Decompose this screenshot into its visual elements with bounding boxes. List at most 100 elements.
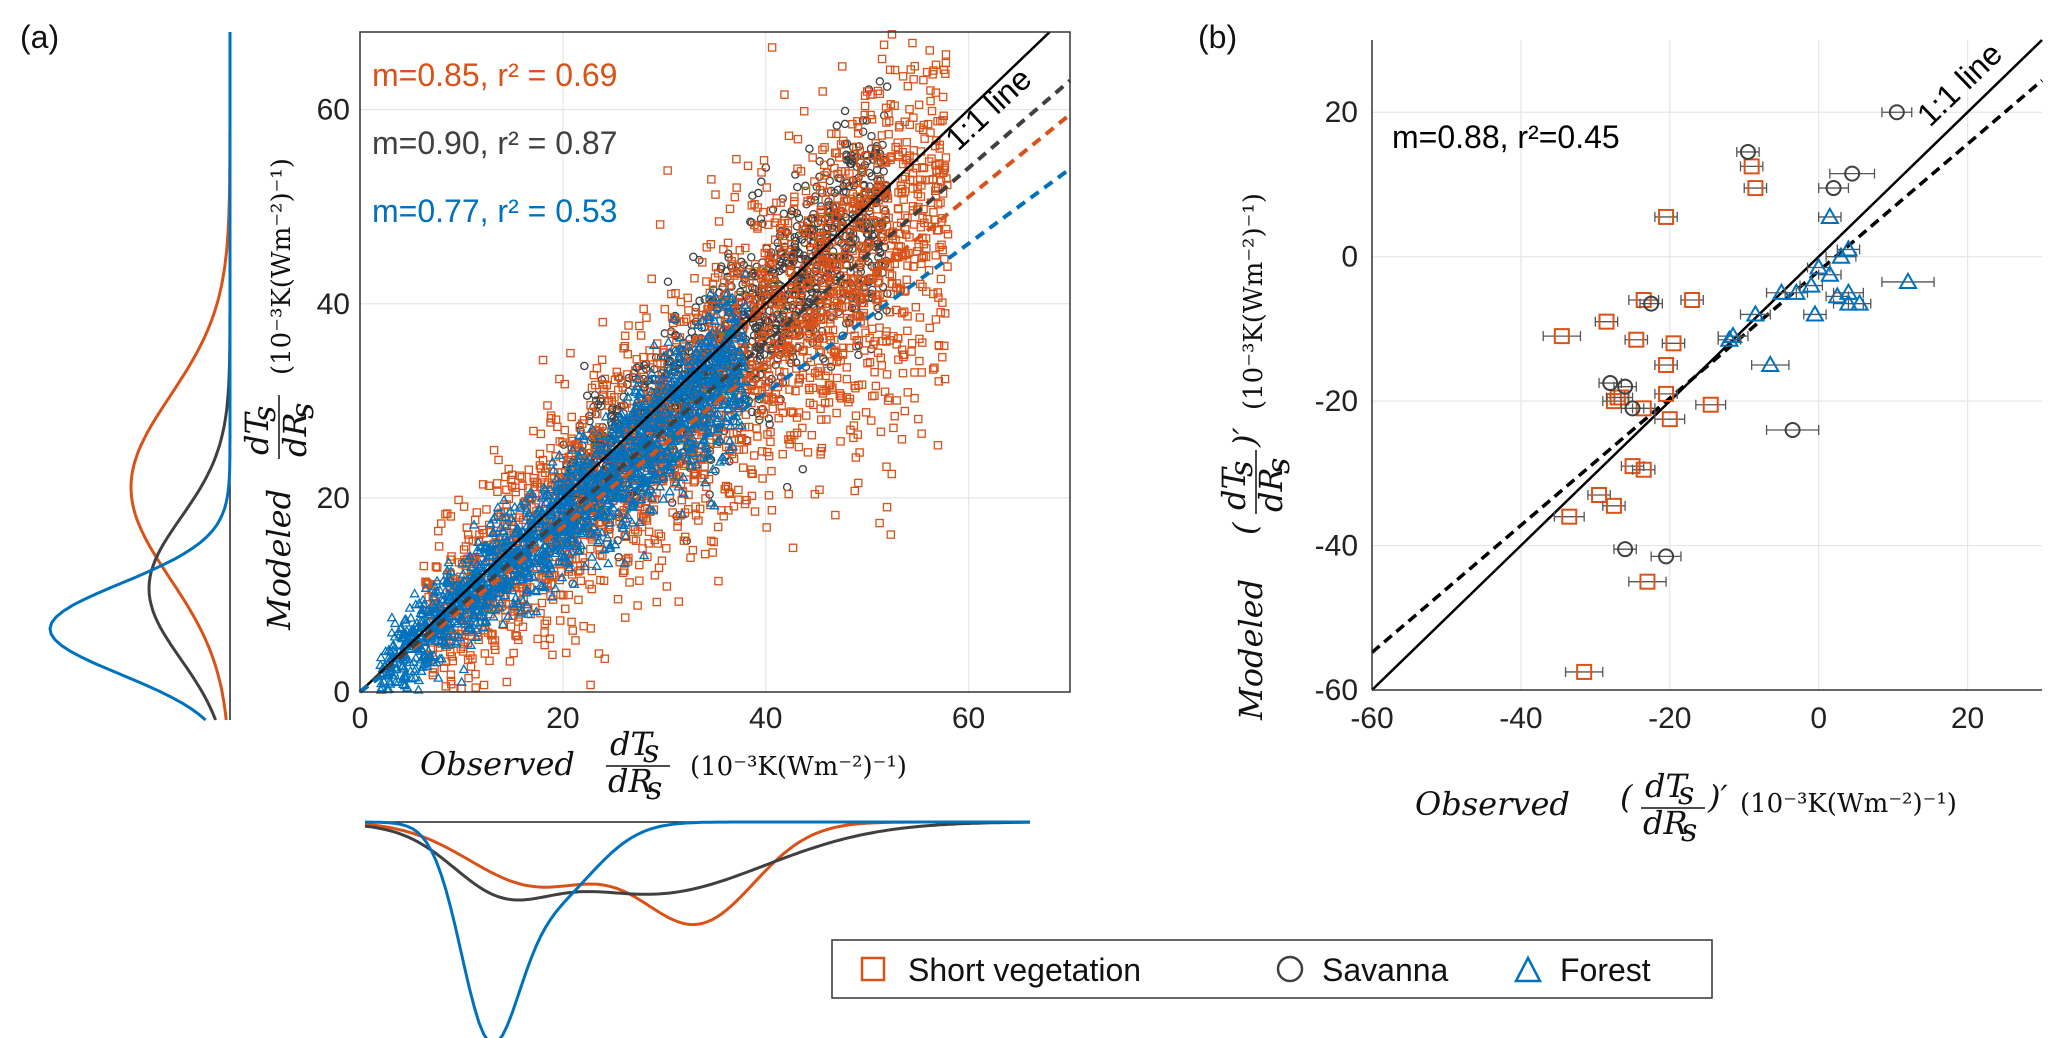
point-forest xyxy=(563,496,574,507)
point-savanna xyxy=(787,206,797,216)
point-short-vegetation xyxy=(767,258,777,268)
point-short-vegetation xyxy=(917,259,926,269)
point-short-vegetation xyxy=(536,464,546,473)
point-forest xyxy=(523,568,535,578)
point-forest xyxy=(533,546,545,556)
point-forest xyxy=(665,356,676,367)
point-forest xyxy=(458,663,470,674)
point-short-vegetation xyxy=(801,411,811,420)
point-short-vegetation xyxy=(855,146,865,156)
point-short-vegetation xyxy=(725,275,734,285)
point-short-vegetation xyxy=(750,373,760,383)
point-short-vegetation xyxy=(853,178,862,188)
point-short-vegetation xyxy=(836,356,845,365)
point-short-vegetation xyxy=(848,189,858,199)
point-short-vegetation xyxy=(919,239,929,249)
point-forest xyxy=(454,580,465,591)
point-forest xyxy=(738,331,749,341)
point-short-vegetation xyxy=(830,346,839,355)
point-short-vegetation xyxy=(901,286,910,295)
point-forest xyxy=(635,485,646,495)
point-short-vegetation xyxy=(905,104,914,114)
point-savanna xyxy=(711,466,720,476)
point-short-vegetation xyxy=(886,155,895,165)
point-forest xyxy=(736,383,747,393)
point-short-vegetation xyxy=(870,262,879,272)
point-short-vegetation xyxy=(762,447,772,457)
point-short-vegetation xyxy=(902,137,911,147)
point-forest xyxy=(498,525,510,536)
point-short-vegetation xyxy=(804,280,813,289)
point-savanna xyxy=(799,251,809,260)
point-forest xyxy=(410,599,422,609)
point-savanna xyxy=(868,231,877,240)
point-short-vegetation xyxy=(787,258,797,267)
point-savanna xyxy=(858,127,868,136)
point-short-vegetation xyxy=(654,529,664,539)
point-short-vegetation xyxy=(777,298,786,307)
point-savanna xyxy=(794,213,804,223)
point-short-vegetation xyxy=(806,245,816,255)
point-forest xyxy=(531,507,543,518)
point-short-vegetation xyxy=(762,523,771,532)
point-short-vegetation xyxy=(639,304,648,314)
point-short-vegetation xyxy=(647,274,656,284)
point-forest xyxy=(581,454,593,465)
point-savanna xyxy=(597,375,607,385)
point-short-vegetation xyxy=(884,251,894,260)
point-short-vegetation xyxy=(816,450,825,459)
point-forest xyxy=(627,495,639,505)
point-short-vegetation xyxy=(857,244,867,253)
point-short-vegetation xyxy=(933,288,942,297)
point-forest xyxy=(575,446,587,456)
point-forest xyxy=(668,313,680,323)
point-short-vegetation xyxy=(591,380,600,390)
point-short-vegetation xyxy=(825,204,834,214)
point-short-vegetation xyxy=(918,125,928,135)
point-short-vegetation xyxy=(535,449,545,459)
point-forest xyxy=(473,536,484,546)
point-short-vegetation xyxy=(866,110,875,120)
point-forest xyxy=(707,463,719,474)
point-short-vegetation xyxy=(745,285,755,295)
point-forest xyxy=(488,611,499,621)
point-short-vegetation xyxy=(788,543,798,553)
point-short-vegetation xyxy=(585,580,594,589)
point-forest xyxy=(410,652,422,662)
point-short-vegetation xyxy=(937,240,946,250)
point-forest xyxy=(408,623,419,634)
point-forest xyxy=(550,583,561,593)
point-forest xyxy=(389,617,401,628)
point-short-vegetation xyxy=(586,680,595,690)
point-short-vegetation xyxy=(818,87,827,96)
point-short-vegetation xyxy=(555,374,564,384)
point-short-vegetation xyxy=(809,400,818,410)
point-short-vegetation xyxy=(752,424,761,433)
point-short-vegetation xyxy=(803,448,813,457)
point-forest xyxy=(646,367,658,378)
point-short-vegetation xyxy=(828,325,838,335)
point-forest xyxy=(668,409,680,419)
point-short-vegetation xyxy=(714,217,724,226)
point-short-vegetation xyxy=(816,233,826,242)
point-short-vegetation xyxy=(919,75,928,85)
point-short-vegetation xyxy=(564,590,574,600)
point-short-vegetation xyxy=(667,329,676,339)
point-short-vegetation xyxy=(825,273,835,283)
point-short-vegetation xyxy=(676,297,686,307)
point-savanna xyxy=(805,144,814,153)
point-short-vegetation xyxy=(838,62,847,71)
point-short-vegetation xyxy=(613,594,623,604)
point-short-vegetation xyxy=(940,309,950,318)
point-short-vegetation xyxy=(490,636,500,645)
point-short-vegetation xyxy=(502,677,512,687)
point-short-vegetation xyxy=(735,246,745,255)
point-short-vegetation xyxy=(758,331,767,340)
point-short-vegetation xyxy=(434,542,444,551)
point-savanna xyxy=(619,400,629,410)
point-forest xyxy=(660,385,672,395)
point-short-vegetation xyxy=(657,556,667,565)
point-short-vegetation xyxy=(910,368,919,377)
point-short-vegetation xyxy=(832,129,841,139)
point-savanna xyxy=(758,219,767,229)
